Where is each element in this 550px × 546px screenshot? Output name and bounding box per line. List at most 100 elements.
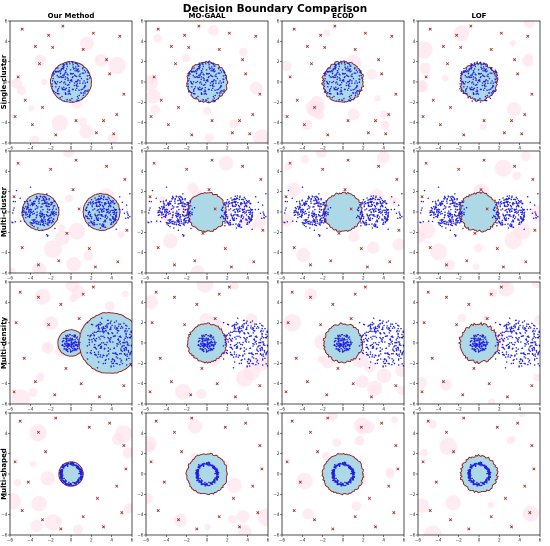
- inlier-point: [73, 345, 75, 348]
- inlier-point: [28, 214, 31, 216]
- inlier-point: [336, 343, 338, 346]
- inlier-point: [509, 225, 511, 227]
- column-title: ECOD: [332, 12, 354, 20]
- inlier-point: [484, 347, 487, 350]
- inlier-point: [102, 331, 105, 334]
- inlier-point: [117, 338, 119, 341]
- inlier-point: [537, 333, 539, 336]
- inlier-point: [188, 72, 190, 75]
- inlier-point: [379, 336, 381, 339]
- x-tick-label: −4: [299, 146, 306, 151]
- inlier-point: [435, 205, 437, 207]
- inlier-point: [26, 207, 28, 210]
- inlier-point: [366, 214, 369, 217]
- y-tick-label: 6: [413, 149, 416, 154]
- column-title: LOF: [472, 12, 487, 20]
- inlier-point: [183, 224, 185, 226]
- inlier-point: [202, 338, 204, 341]
- outlier-point: [40, 105, 45, 109]
- inlier-point: [243, 206, 246, 208]
- inlier-point: [191, 83, 194, 85]
- inlier-point: [93, 208, 96, 210]
- inlier-point: [338, 65, 341, 68]
- inlier-point: [72, 68, 75, 70]
- inlier-point: [461, 215, 463, 217]
- inlier-point: [369, 325, 372, 327]
- y-tick-label: 6: [141, 280, 144, 285]
- inlier-point: [326, 71, 329, 73]
- inlier-point: [459, 79, 462, 82]
- inlier-point: [392, 361, 394, 363]
- inlier-point: [462, 71, 465, 73]
- inlier-point: [399, 343, 401, 345]
- inlier-point: [319, 218, 321, 221]
- inlier-point: [523, 213, 525, 215]
- outlier-point: [377, 164, 381, 168]
- inlier-point: [370, 203, 373, 206]
- inlier-point: [483, 337, 486, 339]
- inlier-point: [312, 218, 315, 220]
- inlier-point: [235, 223, 237, 225]
- inlier-point: [456, 205, 458, 207]
- inlier-point: [456, 217, 459, 219]
- inlier-point: [116, 329, 119, 331]
- inlier-point: [468, 75, 470, 78]
- outlier-point: [482, 158, 486, 162]
- anomaly-patch: [286, 182, 301, 197]
- inlier-point: [484, 336, 487, 338]
- inlier-point: [199, 73, 202, 75]
- inlier-point: [444, 196, 446, 199]
- inlier-point: [129, 333, 131, 336]
- outlier-point: [252, 260, 256, 264]
- inlier-point: [96, 366, 99, 369]
- inlier-point: [99, 217, 102, 220]
- inlier-point: [316, 201, 318, 203]
- inlier-point: [215, 82, 217, 84]
- outlier-point: [97, 395, 102, 399]
- inlier-point: [235, 355, 237, 358]
- inlier-point: [447, 214, 449, 217]
- inlier-point: [183, 218, 185, 221]
- inlier-point: [207, 337, 209, 340]
- inlier-point: [63, 66, 65, 69]
- inlier-point: [476, 92, 479, 95]
- inlier-point: [309, 223, 311, 225]
- outlier-point: [321, 167, 325, 171]
- inlier-point: [498, 352, 501, 355]
- inlier-point: [466, 92, 468, 95]
- outlier-point: [394, 384, 398, 388]
- inlier-point: [505, 208, 508, 211]
- inlier-point: [112, 365, 115, 367]
- inlier-point: [163, 206, 166, 209]
- inlier-point: [208, 72, 211, 75]
- inlier-point: [439, 222, 441, 224]
- inlier-point: [126, 336, 129, 339]
- inlier-point: [79, 80, 81, 82]
- outlier-point: [195, 302, 199, 306]
- inlier-point: [506, 195, 509, 198]
- outlier-point: [373, 119, 378, 123]
- inlier-point: [488, 89, 490, 91]
- inlier-point: [387, 353, 390, 356]
- inlier-point: [44, 201, 46, 203]
- outlier-point: [387, 112, 391, 117]
- inlier-point: [494, 206, 496, 208]
- inlier-point: [160, 205, 163, 208]
- inlier-point: [102, 205, 105, 208]
- inlier-point: [353, 88, 356, 90]
- inlier-point: [60, 69, 62, 71]
- inlier-point: [393, 362, 396, 365]
- x-tick-label: 6: [267, 276, 270, 281]
- anomaly-patch: [35, 372, 45, 382]
- outlier-point: [288, 75, 292, 79]
- anomaly-patch: [190, 265, 205, 273]
- inlier-point: [484, 345, 487, 347]
- inlier-point: [365, 208, 368, 210]
- inlier-point: [299, 206, 302, 209]
- inlier-point: [69, 79, 72, 81]
- inlier-point: [480, 68, 483, 70]
- inlier-point: [70, 340, 73, 343]
- inlier-point: [244, 197, 246, 200]
